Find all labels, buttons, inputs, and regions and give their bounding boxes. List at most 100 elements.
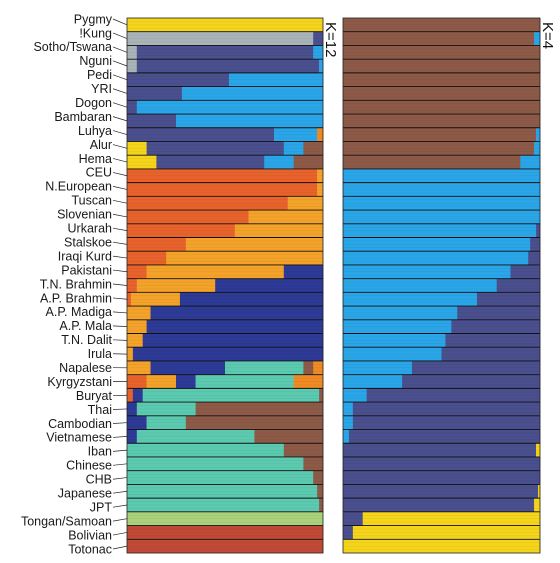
- segment-jpt-c9: [319, 498, 324, 513]
- population-label: Totonac: [68, 542, 112, 556]
- segment-jpt-c8: [127, 498, 320, 513]
- segment-napalese-c9: [303, 360, 314, 375]
- segment-japanese-c4: [538, 484, 541, 499]
- population-label: Hema: [79, 152, 112, 166]
- segment-alur-c9: [303, 141, 324, 156]
- population-label: T.N. Dalit: [61, 333, 112, 347]
- leader-line: [112, 449, 128, 452]
- segment-a-p-madiga-c2: [343, 306, 458, 321]
- segment-bambaran-c3: [127, 114, 177, 129]
- segment-iraqi-kurd-c2: [343, 251, 529, 266]
- segment-chinese-c3: [343, 456, 541, 471]
- population-label: A.P. Brahmin: [40, 291, 112, 305]
- segment-cambodian-c3: [352, 415, 541, 430]
- segment-vietnamese-c9: [254, 429, 324, 444]
- population-label: Tuscan: [71, 194, 112, 208]
- population-label: Tongan/Samoan: [21, 514, 112, 528]
- segment-a-p-mala-c6: [127, 319, 147, 334]
- segment-iban-c9: [283, 443, 324, 458]
- segment-buryat-c2: [343, 388, 367, 403]
- segment-japanese-c8: [127, 484, 318, 499]
- leader-line: [112, 504, 128, 508]
- segment-luhya-c12: [317, 127, 324, 142]
- segment-a-p-brahmin-c5: [127, 292, 132, 307]
- leader-line: [112, 130, 128, 135]
- segment-sotho-tswana-c1: [343, 45, 541, 60]
- segment-t-n-dalit-c2: [343, 333, 446, 348]
- segment-n-european-c5: [127, 182, 318, 197]
- leader-line: [112, 408, 128, 410]
- segment-sotho-tswana-c2: [127, 45, 138, 60]
- population-label: Pygmy: [74, 12, 113, 26]
- segment-kyrgyzstani-c12: [293, 374, 324, 389]
- population-label: Japanese: [58, 487, 112, 501]
- leader-line: [112, 532, 128, 536]
- segment-pygmy-c1: [127, 18, 324, 33]
- leader-line: [112, 490, 128, 494]
- leader-line: [112, 269, 128, 273]
- leader-line: [112, 88, 128, 94]
- segment-urkarah-c3: [536, 223, 541, 238]
- population-label: Iban: [88, 445, 112, 459]
- segment-buryat-c8: [142, 388, 320, 403]
- segment-vietnamese-c8: [136, 429, 255, 444]
- leader-line: [112, 213, 128, 218]
- segment-napalese-c8: [225, 360, 304, 375]
- leader-line: [112, 463, 128, 466]
- segment-luhya-c4: [274, 127, 318, 142]
- segment-urkarah-c2: [343, 223, 537, 238]
- population-label: Kyrgyzstani: [47, 375, 112, 389]
- segment-urkarah-c5: [127, 223, 236, 238]
- segment-t-n-brahmin-c5: [127, 278, 138, 293]
- leader-line: [112, 297, 128, 300]
- segment-chb-c9: [313, 470, 324, 485]
- segment-kyrgyzstani-c2: [343, 374, 403, 389]
- segment-irula-c2: [343, 347, 442, 362]
- segment-luhya-c1: [343, 127, 537, 142]
- segment-thai-c2: [343, 402, 354, 417]
- segment-tuscan-c2: [343, 196, 541, 211]
- population-label: Cambodian: [48, 417, 112, 431]
- segment-chinese-c9: [303, 456, 324, 471]
- population-label: CEU: [86, 166, 112, 180]
- segment-t-n-dalit-c6: [127, 333, 143, 348]
- segment-iraqi-kurd-c5: [127, 251, 167, 266]
- population-label: Alur: [90, 138, 112, 152]
- segment-vietnamese-c3: [348, 429, 541, 444]
- segment-japanese-c3: [343, 484, 539, 499]
- segment-slovenian-c6: [248, 210, 324, 225]
- segment-buryat-c5: [127, 388, 134, 403]
- segment-t-n-brahmin-c7: [215, 278, 324, 293]
- segment-a-p-brahmin-c3: [476, 292, 541, 307]
- segment-bolivian-c11: [127, 525, 324, 540]
- k12-label: K=12: [322, 22, 339, 57]
- segment-thai-c9: [195, 402, 324, 417]
- segment-ceu-c6: [317, 168, 324, 183]
- segment-bolivian-c4: [352, 525, 541, 540]
- segment-nguni-c3: [136, 59, 320, 74]
- population-labels: Pygmy!KungSotho/TswanaNguniPediYRIDogonB…: [21, 12, 113, 556]
- segment-stalskoe-c2: [343, 237, 531, 252]
- segment-tuscan-c5: [127, 196, 289, 211]
- segment-a-p-mala-c2: [343, 319, 452, 334]
- segment-dogon-c1: [343, 100, 541, 115]
- segment-iraqi-kurd-c6: [166, 251, 324, 266]
- leader-line: [112, 32, 128, 39]
- k4-label: K=4: [539, 22, 556, 49]
- segment-kung-c2: [127, 31, 314, 46]
- leader-line: [112, 199, 128, 204]
- segment-buryat-c3: [366, 388, 541, 403]
- segment-iraqi-kurd-c3: [528, 251, 541, 266]
- segment-pedi-c1: [343, 72, 541, 87]
- segment-pakistani-c3: [510, 264, 541, 279]
- population-label: Irula: [88, 347, 112, 361]
- population-label: Bolivian: [68, 528, 112, 542]
- segment-cambodian-c9: [185, 415, 324, 430]
- segment-hema-c1: [127, 155, 157, 170]
- segment-napalese-c12: [313, 360, 324, 375]
- segment-a-p-brahmin-c7: [179, 292, 324, 307]
- segment-t-n-dalit-c7: [142, 333, 324, 348]
- segment-hema-c3: [156, 155, 265, 170]
- segment-a-p-madiga-c6: [127, 306, 151, 321]
